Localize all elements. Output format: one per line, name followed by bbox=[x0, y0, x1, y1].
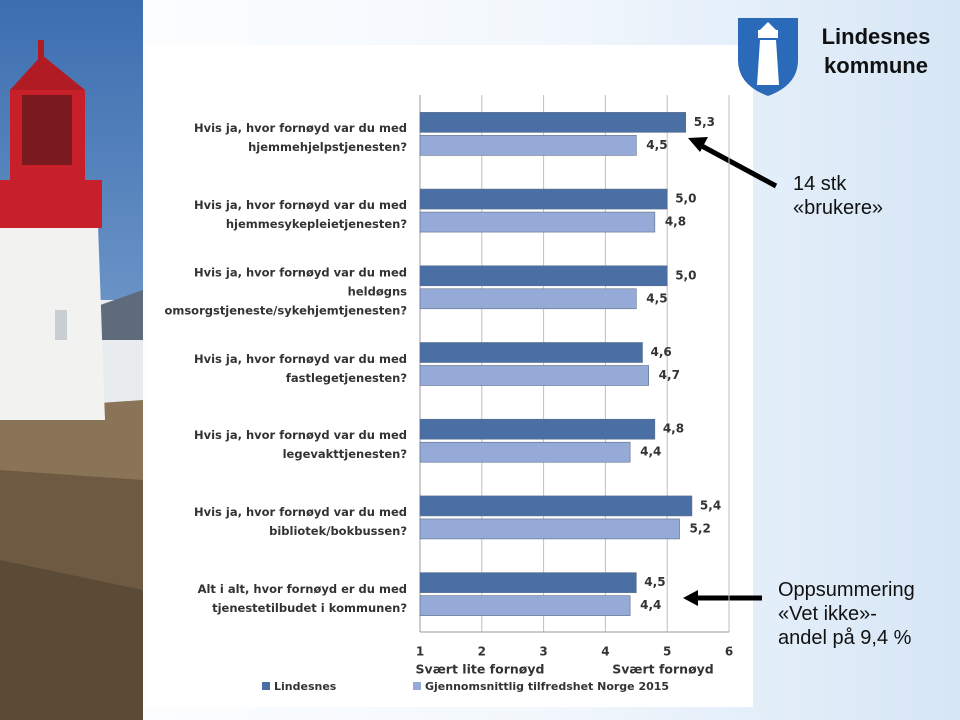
lighthouse-photo bbox=[0, 0, 143, 720]
bar bbox=[419, 342, 643, 363]
value-label: 5,0 bbox=[675, 192, 696, 206]
bar bbox=[419, 595, 631, 616]
value-label: 4,8 bbox=[665, 215, 686, 229]
bar bbox=[419, 265, 668, 287]
logo-shield bbox=[738, 18, 798, 96]
bar bbox=[419, 365, 649, 386]
value-label: 4,6 bbox=[650, 345, 671, 359]
y-tick-label: Hvis ja, hvor fornøyd var du med hjemmeh… bbox=[193, 121, 407, 155]
annotation: Oppsummering «Vet ikke»- andel på 9,4 % bbox=[778, 579, 915, 649]
value-label: 5,0 bbox=[675, 268, 696, 282]
y-tick-label: Hvis ja, hvor fornøyd var du med hjemmes… bbox=[193, 198, 407, 232]
bar bbox=[419, 188, 668, 210]
x-tick-label: 5 bbox=[663, 645, 671, 659]
arrow bbox=[688, 137, 778, 189]
y-tick-label: Alt i alt, hvor fornøyd er du med tjenes… bbox=[197, 581, 407, 615]
y-tick-label: Hvis ja, hvor fornøyd var du med bibliot… bbox=[193, 504, 407, 538]
value-label: 4,4 bbox=[640, 445, 661, 459]
value-label: 4,5 bbox=[646, 291, 667, 305]
annotation: 14 stk «brukere» bbox=[793, 173, 884, 219]
legend-label: Gjennomsnittlig tilfredshet Norge 2015 bbox=[425, 680, 669, 693]
value-label: 4,4 bbox=[640, 598, 661, 612]
x-axis-label: Svært fornøyd bbox=[612, 662, 714, 677]
y-tick-label: Hvis ja, hvor fornøyd var du med heldøgn… bbox=[164, 265, 407, 318]
bar bbox=[419, 211, 656, 233]
bar bbox=[419, 495, 693, 517]
bar bbox=[419, 288, 637, 310]
value-label: 5,2 bbox=[690, 521, 711, 535]
legend-swatch bbox=[262, 682, 270, 690]
x-tick-label: 6 bbox=[725, 645, 733, 659]
legend-label: Lindesnes bbox=[274, 680, 337, 693]
x-axis-label: Svært lite fornøyd bbox=[416, 662, 545, 677]
legend-swatch bbox=[413, 682, 421, 690]
bar bbox=[419, 418, 656, 440]
y-tick-label: Hvis ja, hvor fornøyd var du med legevak… bbox=[193, 428, 407, 462]
x-tick-label: 2 bbox=[478, 645, 486, 659]
value-label: 5,3 bbox=[694, 115, 715, 129]
bar bbox=[419, 572, 637, 593]
value-label: 4,5 bbox=[646, 138, 667, 152]
x-tick-label: 4 bbox=[601, 645, 609, 659]
bar bbox=[419, 112, 687, 133]
value-label: 5,4 bbox=[700, 498, 721, 512]
value-label: 4,5 bbox=[644, 575, 665, 589]
bar bbox=[419, 441, 631, 463]
logo-text: Lindesnes kommune bbox=[821, 24, 931, 78]
x-tick-label: 1 bbox=[416, 645, 424, 659]
value-label: 4,7 bbox=[659, 368, 680, 382]
y-tick-label: Hvis ja, hvor fornøyd var du med fastleg… bbox=[193, 351, 407, 385]
value-label: 4,8 bbox=[663, 422, 684, 436]
bar bbox=[419, 518, 680, 540]
bar bbox=[419, 135, 637, 156]
x-tick-label: 3 bbox=[539, 645, 547, 659]
